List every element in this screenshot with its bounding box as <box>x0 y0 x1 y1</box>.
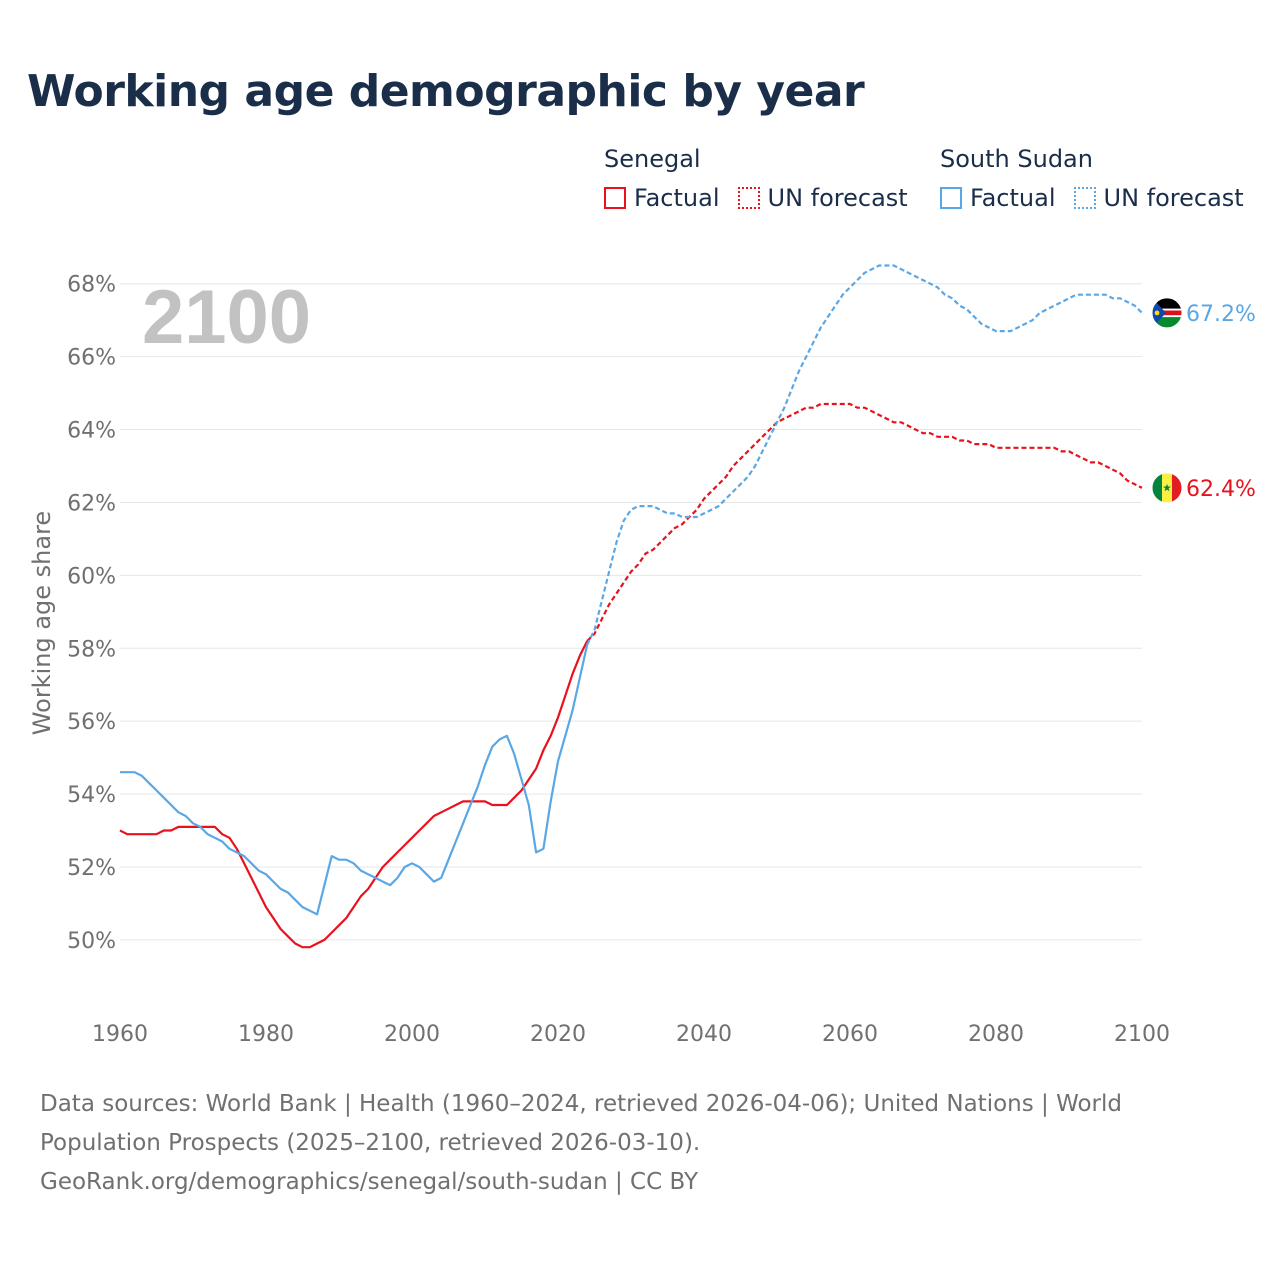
series-layer <box>119 264 1143 949</box>
y-tick-label: 58% <box>67 637 116 662</box>
legend-swatch-senegal-forecast <box>737 187 760 209</box>
end-label-senegal: 62.4% <box>1186 477 1256 502</box>
x-tick-label: 2020 <box>530 1022 586 1047</box>
legend-label-senegal-forecast: UN forecast <box>767 184 908 212</box>
y-tick-label: 56% <box>67 710 116 735</box>
y-tick-label: 54% <box>67 783 116 808</box>
legend-swatch-south-sudan-factual <box>940 187 962 209</box>
marker-layer: 62.4% 67.2% <box>1151 297 1256 504</box>
grid-layer <box>120 283 1142 941</box>
senegal-flag-border <box>1151 472 1183 504</box>
legend-item-senegal-factual[interactable]: Factual <box>604 184 720 212</box>
legend-label-senegal-factual: Factual <box>634 184 720 212</box>
legend-swatch-senegal-factual <box>604 187 626 209</box>
end-label-south-sudan: 67.2% <box>1186 302 1256 327</box>
legend-item-south-sudan-forecast[interactable]: UN forecast <box>1073 184 1244 212</box>
footer: Data sources: World Bank | Health (1960–… <box>40 1085 1240 1202</box>
x-tick-label: 2040 <box>676 1022 732 1047</box>
series-line-south_sudan-factual[interactable] <box>120 644 589 916</box>
series-line-senegal-forecast[interactable] <box>586 402 1143 642</box>
x-tick-label: 2060 <box>822 1022 878 1047</box>
legend-group-title-south-sudan: South Sudan <box>940 145 1093 173</box>
year-watermark: 2100 <box>142 275 311 360</box>
south-sudan-flag-icon <box>1152 297 1182 328</box>
footer-line-2: Population Prospects (2025–2100, retriev… <box>40 1130 701 1156</box>
y-tick-label: 64% <box>67 419 116 444</box>
legend-item-south-sudan-factual[interactable]: Factual <box>940 184 1056 212</box>
x-tick-label: 2100 <box>1114 1022 1170 1047</box>
series-line-south_sudan-forecast[interactable] <box>586 264 1143 646</box>
senegal-flag-icon <box>1152 472 1182 503</box>
y-tick-label: 68% <box>67 273 116 298</box>
legend-group-south-sudan: South Sudan Factual UN forecast <box>940 142 1262 220</box>
legend-group-title-senegal: Senegal <box>604 145 701 173</box>
footer-line-1: Data sources: World Bank | Health (1960–… <box>40 1091 1122 1117</box>
legend-label-south-sudan-factual: Factual <box>970 184 1056 212</box>
x-tick-label: 2080 <box>968 1022 1024 1047</box>
y-tick-label: 52% <box>67 856 116 881</box>
axis-layer: 50% 52% 54% 56% 58% 60% 62% 64% 66% 68% 1960 1980 20… <box>67 273 1170 1047</box>
y-tick-label: 62% <box>67 491 116 516</box>
x-tick-label: 1980 <box>238 1022 294 1047</box>
chart-title: Working age demographic by year <box>27 66 865 117</box>
y-tick-label: 50% <box>67 929 116 954</box>
x-tick-label: 1960 <box>92 1022 148 1047</box>
y-tick-label: 60% <box>67 564 116 589</box>
y-axis-title: Working age share <box>28 511 56 735</box>
south-sudan-flag-border <box>1151 297 1183 329</box>
y-tick-label: 66% <box>67 346 116 371</box>
footer-line-3[interactable]: GeoRank.org/demographics/senegal/south-s… <box>40 1169 699 1195</box>
x-tick-label: 2000 <box>384 1022 440 1047</box>
legend-label-south-sudan-forecast: UN forecast <box>1103 184 1244 212</box>
line-chart: 2100 50% 52% 54% 56% 58% 60% 62% 64% 66% 68% 1960 1… <box>28 264 1256 1047</box>
legend-swatch-south-sudan-forecast <box>1073 187 1096 209</box>
legend-group-senegal: Senegal Factual UN forecast <box>604 142 926 220</box>
legend-item-senegal-forecast[interactable]: UN forecast <box>737 184 908 212</box>
